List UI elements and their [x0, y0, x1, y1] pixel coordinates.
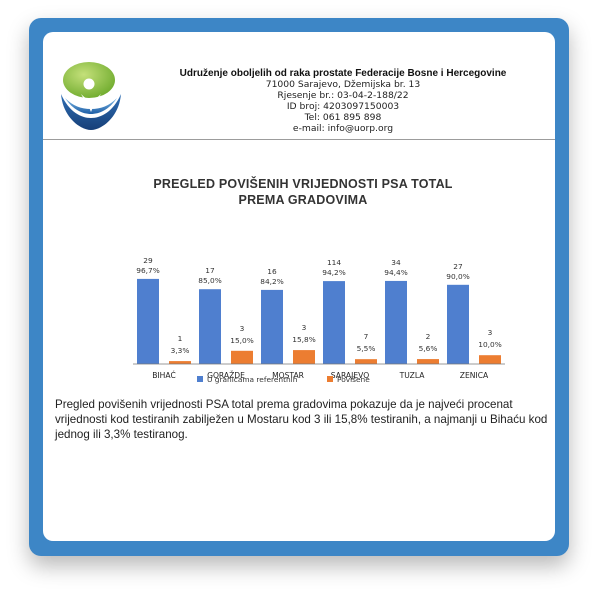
legend-label-reference: U granicama referentnih: [207, 375, 298, 384]
data-label-reference-percent-4: 94,4%: [384, 268, 407, 277]
data-label-reference-count-1: 17: [205, 266, 215, 275]
data-label-elevated-percent-3: 5,5%: [357, 344, 376, 353]
organization-name: Udruženje oboljelih od raka prostate Fed…: [179, 68, 507, 79]
data-label-reference-count-0: 29: [143, 256, 153, 265]
data-label-elevated-count-4: 2: [426, 332, 431, 341]
bar-reference-3: [323, 281, 345, 364]
bar-reference-0: [137, 278, 159, 364]
page-frame: Udruženje oboljelih od raka prostate Fed…: [29, 18, 569, 556]
id-number: ID broj: 4203097150003: [286, 101, 400, 112]
data-label-elevated-count-2: 3: [302, 323, 307, 332]
category-label-3: SARAJEVO: [331, 371, 369, 380]
email-address: e-mail: info@uorp.org: [292, 123, 394, 134]
bar-reference-2: [261, 289, 283, 364]
bar-reference-4: [385, 280, 407, 364]
data-label-elevated-percent-0: 3,3%: [171, 346, 190, 355]
data-label-reference-percent-0: 96,7%: [136, 266, 159, 275]
bar-elevated-0: [169, 361, 191, 364]
category-label-4: TUZLA: [399, 371, 426, 380]
category-label-0: BIHAĆ: [152, 371, 176, 380]
header-divider: [43, 139, 555, 140]
bar-elevated-5: [479, 355, 501, 364]
data-label-reference-count-4: 34: [391, 258, 401, 267]
bar-reference-5: [447, 284, 469, 364]
data-label-elevated-percent-1: 15,0%: [230, 336, 253, 345]
data-label-elevated-percent-5: 10,0%: [478, 340, 501, 349]
bar-reference-1: [199, 289, 221, 364]
data-label-reference-percent-2: 84,2%: [260, 277, 283, 286]
data-label-reference-count-5: 27: [453, 262, 463, 271]
organization-logo: [61, 62, 121, 130]
data-label-elevated-percent-4: 5,6%: [419, 344, 438, 353]
data-label-elevated-count-3: 7: [364, 332, 369, 341]
data-label-elevated-count-0: 1: [178, 334, 183, 343]
organization-details: Udruženje oboljelih od raka prostate Fed…: [173, 68, 513, 134]
bar-elevated-2: [293, 350, 315, 364]
category-label-1: GORAŽDE: [207, 371, 245, 380]
bar-elevated-4: [417, 359, 439, 364]
data-label-reference-percent-3: 94,2%: [322, 268, 345, 277]
data-label-reference-count-3: 114: [327, 258, 341, 267]
document-sheet: Udruženje oboljelih od raka prostate Fed…: [43, 32, 555, 541]
category-label-5: ZENICA: [460, 371, 489, 380]
legend-label-elevated: Povišene: [337, 375, 370, 384]
legend-swatch-reference: [197, 376, 203, 382]
organization-address: 71000 Sarajevo, Džemijska br. 13: [265, 79, 421, 90]
data-label-reference-count-2: 16: [267, 267, 277, 276]
data-label-elevated-count-1: 3: [240, 324, 245, 333]
category-label-2: MOSTAR: [272, 371, 305, 380]
bar-elevated-3: [355, 359, 377, 364]
data-label-reference-percent-1: 85,0%: [198, 276, 221, 285]
data-label-elevated-percent-2: 15,8%: [292, 335, 315, 344]
phone-number: Tel: 061 895 898: [304, 112, 382, 123]
data-label-elevated-count-5: 3: [488, 328, 493, 337]
legend-swatch-elevated: [327, 376, 333, 382]
bar-elevated-1: [231, 350, 253, 364]
chart-title: PREGLED POVIŠENIH VRIJEDNOSTI PSA TOTAL …: [123, 176, 483, 208]
registration-number: Rjesenje br.: 03-04-2-188/22: [277, 90, 409, 101]
data-label-reference-percent-5: 90,0%: [446, 272, 469, 281]
summary-paragraph: Pregled povišenih vrijednosti PSA total …: [55, 398, 548, 441]
chart-title-line-1: PREGLED POVIŠENIH VRIJEDNOSTI PSA TOTAL: [153, 177, 453, 191]
chart-title-line-2: PREMA GRADOVIMA: [238, 193, 368, 207]
